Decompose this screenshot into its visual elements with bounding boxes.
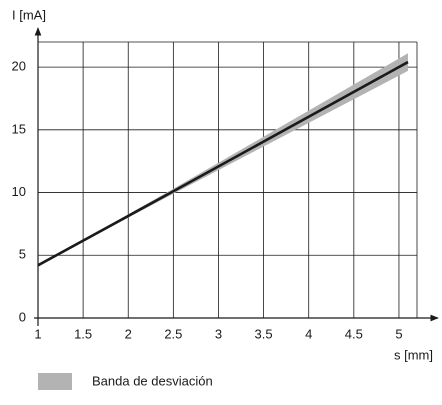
x-tick-label: 2.5 — [164, 326, 182, 341]
line — [37, 60, 409, 267]
y-tick-label: 20 — [12, 59, 26, 74]
x-tick-label: 4.5 — [345, 326, 363, 341]
x-axis-label: s [mm] — [394, 347, 433, 362]
legend-label: Banda de desviación — [92, 373, 213, 388]
y-tick-label: 10 — [12, 184, 26, 199]
x-tick-label: 1.5 — [74, 326, 92, 341]
y-axis-label: I [mA] — [12, 7, 46, 22]
x-tick-label: 3 — [215, 326, 222, 341]
x-tick-label: 5 — [395, 326, 402, 341]
y-tick-label: 15 — [12, 121, 26, 136]
legend-swatch — [38, 373, 72, 390]
x-tick-label: 3.5 — [255, 326, 273, 341]
x-tick-label: 4 — [305, 326, 312, 341]
y-tick-label: 5 — [19, 247, 26, 262]
x-tick-label: 2 — [125, 326, 132, 341]
y-tick-label: 0 — [19, 309, 26, 324]
x-tick-label: 1 — [34, 326, 41, 341]
